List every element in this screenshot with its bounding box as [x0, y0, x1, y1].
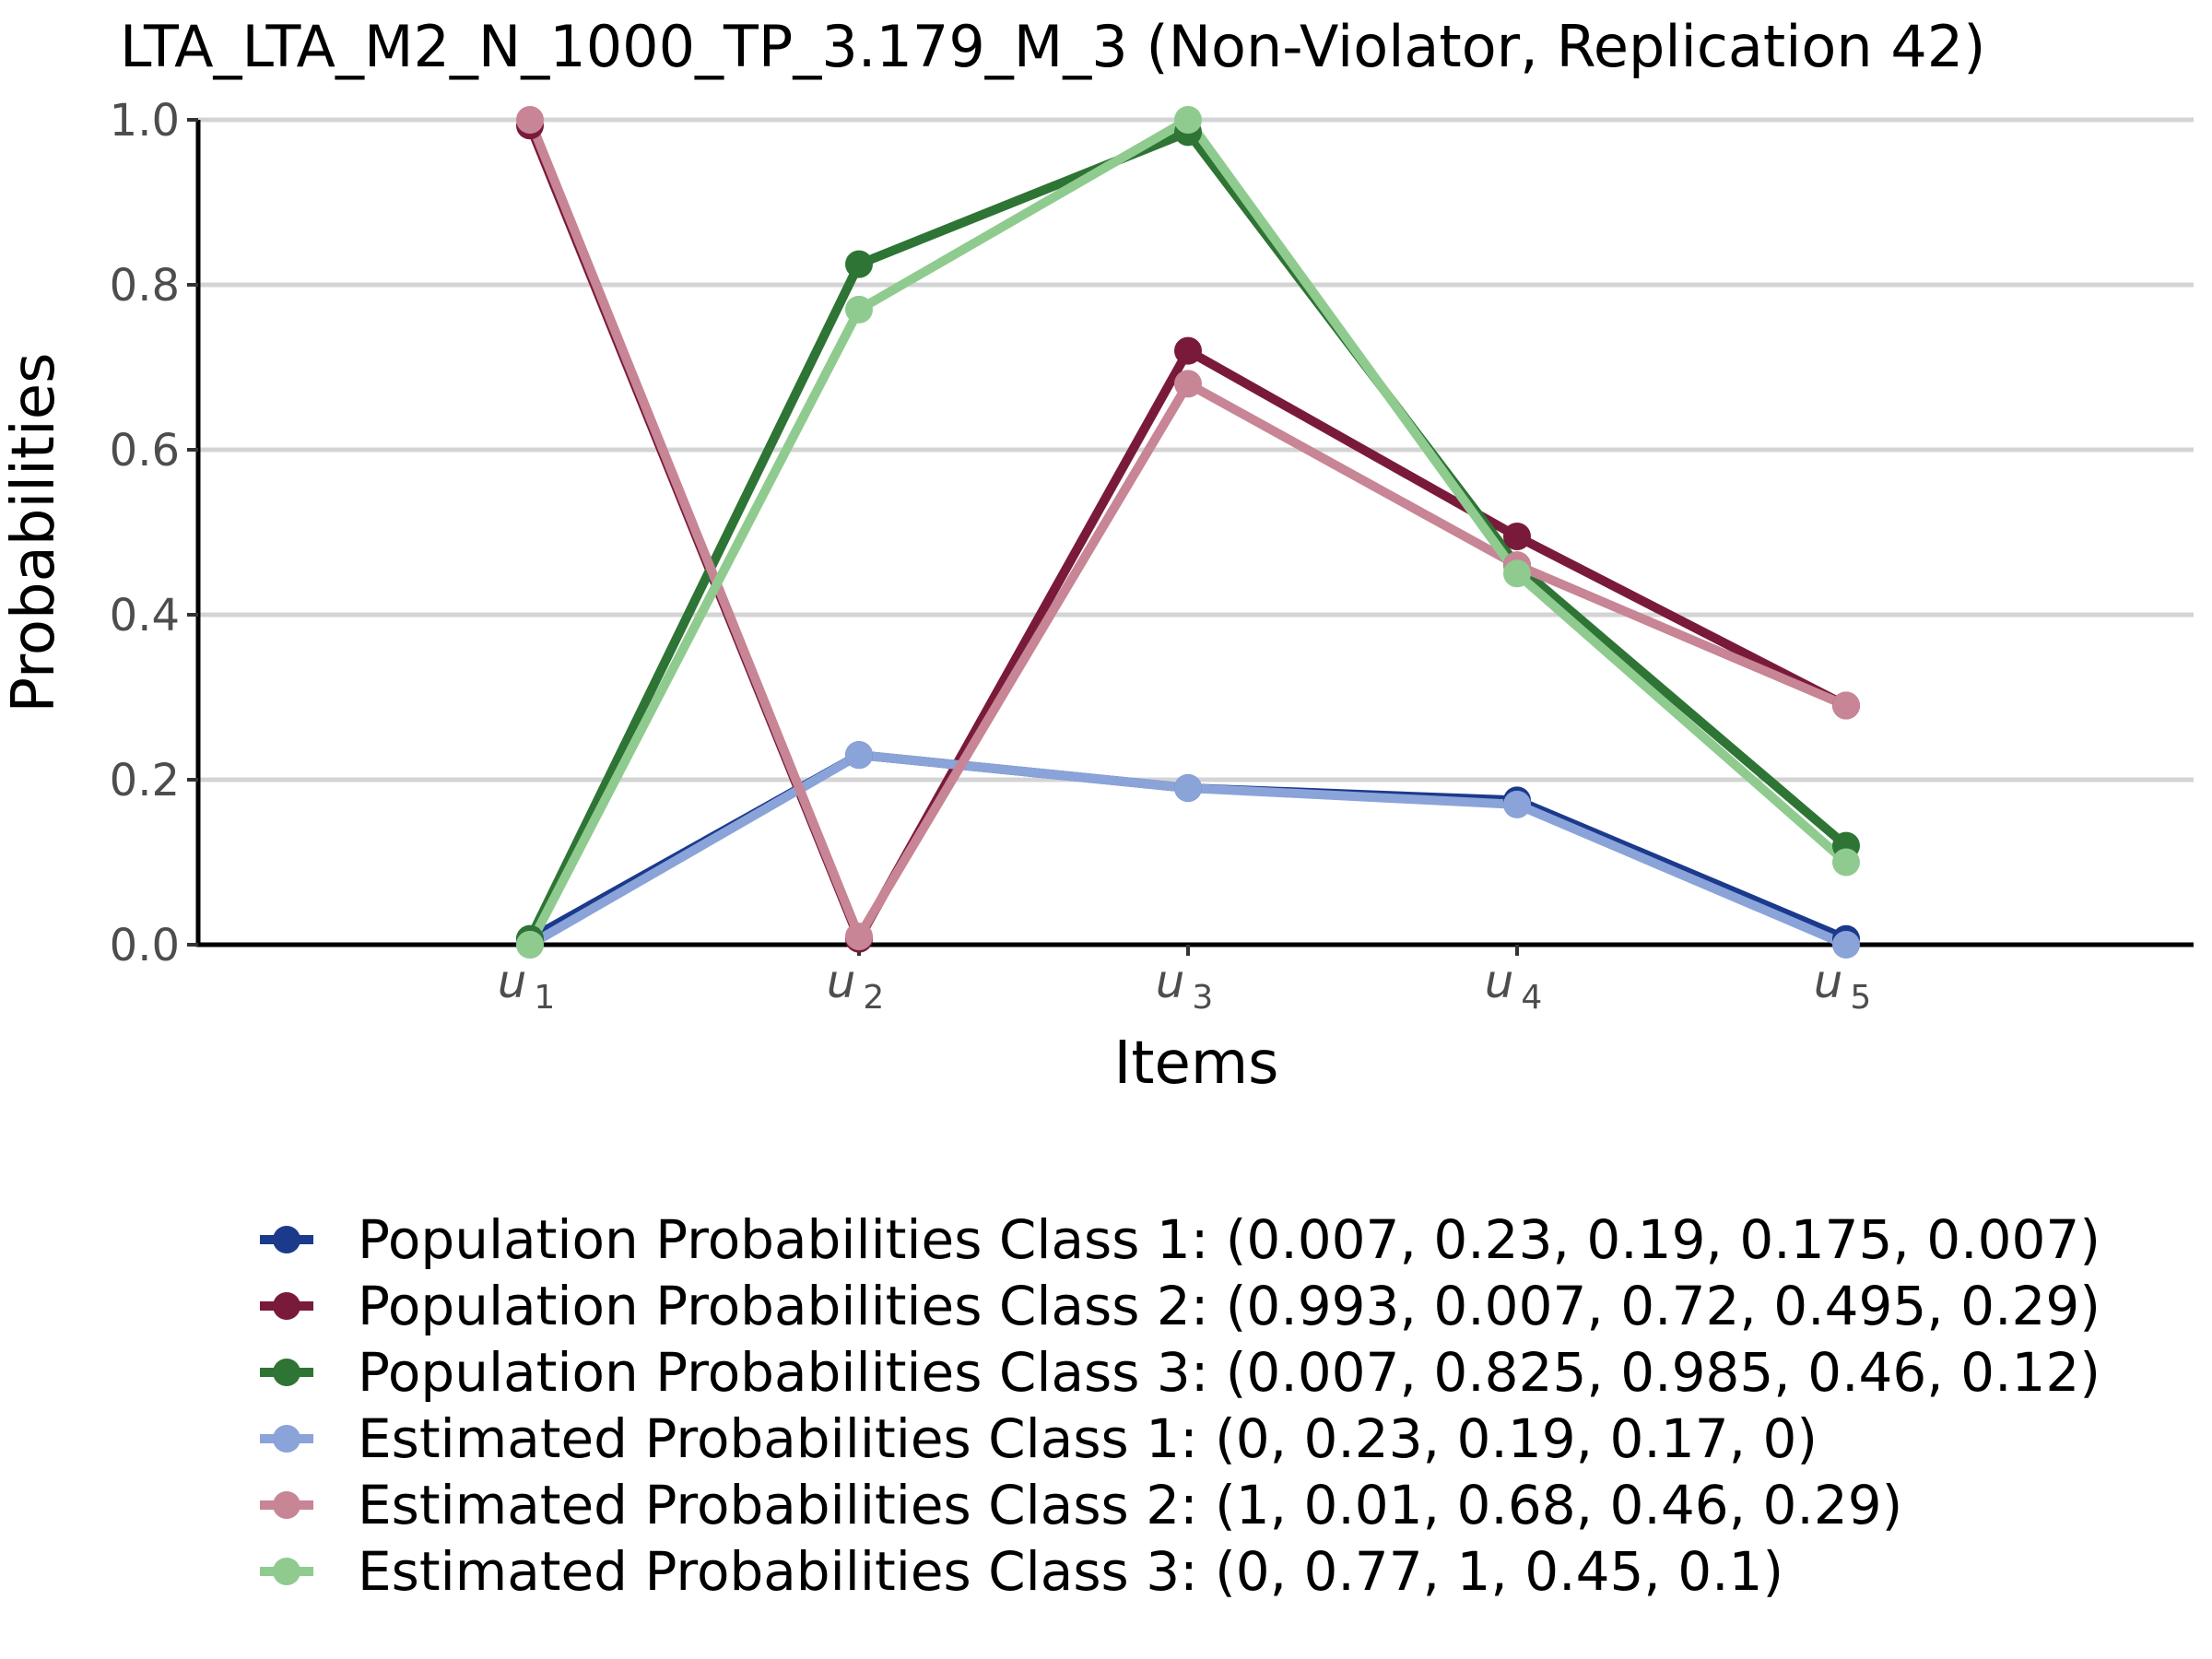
x-tick-base: u: [827, 955, 856, 1008]
legend-item: Estimated Probabilities Class 1: (0, 0.2…: [260, 1407, 1818, 1470]
data-point: [1832, 691, 1860, 720]
legend-label: Population Probabilities Class 3: (0.007…: [358, 1341, 2100, 1404]
x-tick-base: u: [1485, 955, 1514, 1008]
series-lines: [525, 115, 1851, 949]
legend-item: Population Probabilities Class 1: (0.007…: [260, 1208, 2100, 1271]
legend-key-point: [273, 1359, 300, 1386]
chart-title: LTA_LTA_M2_N_1000_TP_3.179_M_3 (Non-Viol…: [120, 13, 1985, 80]
data-point: [1832, 931, 1860, 959]
x-tick-subscript: 5: [1850, 979, 1871, 1017]
legend-key-point: [273, 1226, 300, 1253]
y-ticks: 0.0 0.2 0.4 0.6 0.8 1.0: [110, 95, 198, 971]
x-tick-subscript: 2: [863, 979, 884, 1017]
y-tick-label: 0.4: [110, 590, 180, 641]
x-tick-subscript: 4: [1521, 979, 1542, 1017]
x-tick-base: u: [1814, 955, 1843, 1008]
legend-label: Estimated Probabilities Class 2: (1, 0.0…: [358, 1474, 1902, 1536]
x-axis-title: Items: [1113, 1030, 1278, 1098]
y-tick-label: 0.2: [110, 755, 180, 806]
data-point: [1832, 848, 1860, 877]
legend-item: Population Probabilities Class 2: (0.993…: [260, 1275, 2100, 1337]
series-line-3: [525, 127, 1851, 944]
x-tick-base: u: [1156, 955, 1185, 1008]
data-point: [1174, 370, 1202, 398]
series-points: [516, 106, 1860, 959]
axes: [195, 120, 2194, 947]
y-tick-label: 0.0: [110, 920, 180, 971]
data-point: [845, 295, 873, 324]
data-point: [1503, 559, 1531, 588]
data-point: [1503, 790, 1531, 818]
legend-label: Population Probabilities Class 1: (0.007…: [358, 1208, 2100, 1271]
data-point: [845, 741, 873, 770]
x-tick-base: u: [498, 955, 527, 1008]
legend-item: Estimated Probabilities Class 2: (1, 0.0…: [260, 1474, 1902, 1536]
legend-label: Estimated Probabilities Class 1: (0, 0.2…: [358, 1407, 1818, 1470]
legend-item: Population Probabilities Class 3: (0.007…: [260, 1341, 2100, 1404]
x-tick-subscript: 3: [1192, 979, 1213, 1017]
data-point: [1503, 523, 1531, 550]
y-tick-label: 0.6: [110, 425, 180, 477]
data-point: [516, 931, 544, 959]
legend-key-point: [273, 1491, 300, 1519]
data-point: [1174, 774, 1202, 802]
y-tick-label: 0.8: [110, 260, 180, 312]
legend-item: Estimated Probabilities Class 3: (0, 0.7…: [260, 1540, 1783, 1603]
legend-label: Estimated Probabilities Class 3: (0, 0.7…: [358, 1540, 1783, 1603]
gridlines: [198, 117, 2194, 782]
data-point: [516, 106, 544, 134]
data-point: [845, 250, 873, 278]
legend-key-point: [273, 1558, 300, 1585]
legend-key-point: [273, 1425, 300, 1453]
x-tick-subscript: 1: [534, 979, 555, 1017]
data-point: [1174, 106, 1202, 134]
legend-key-point: [273, 1292, 300, 1320]
y-axis-title: Probabilities: [0, 353, 68, 713]
legend-label: Population Probabilities Class 2: (0.993…: [358, 1275, 2100, 1337]
data-point: [845, 923, 873, 950]
legend: Population Probabilities Class 1: (0.007…: [260, 1208, 2100, 1603]
y-tick-label: 1.0: [110, 95, 180, 147]
data-point: [1174, 336, 1202, 365]
